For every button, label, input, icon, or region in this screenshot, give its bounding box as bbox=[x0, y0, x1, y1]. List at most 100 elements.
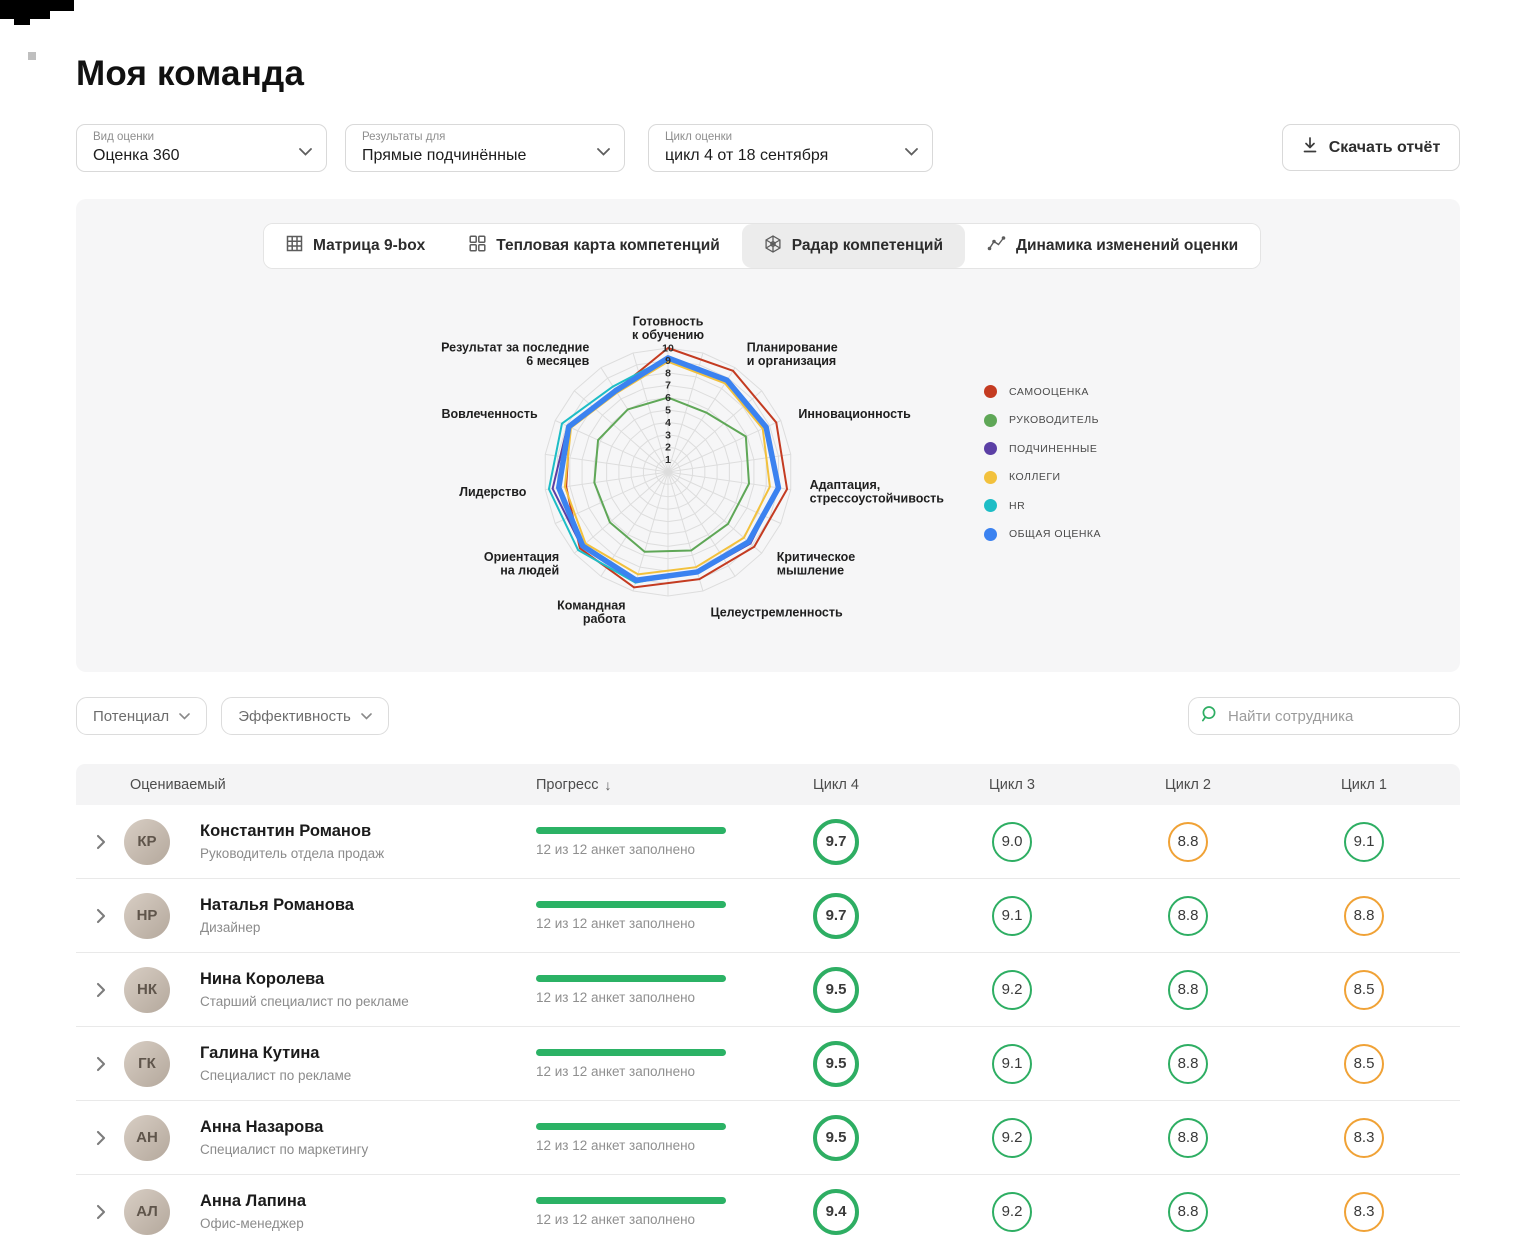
results-for-label: Результаты для bbox=[362, 131, 446, 143]
radar-axis-label: Лидерство bbox=[459, 485, 527, 499]
table-row: АН Анна Назарова Специалист по маркетинг… bbox=[76, 1101, 1460, 1175]
sort-desc-icon[interactable]: ↓ bbox=[604, 776, 612, 793]
radar-axis-label: Планирование и организация bbox=[747, 340, 838, 368]
employees-table: Оцениваемый Прогресс ↓ Цикл 4 Цикл 3 Цик… bbox=[76, 764, 1460, 1242]
cycle-score-badge: 8.8 bbox=[1168, 1117, 1208, 1158]
cycle-score-badge: 8.3 bbox=[1344, 1117, 1384, 1158]
radar-axis-label: Адаптация, стрессоустойчивость bbox=[810, 478, 945, 506]
cycle-score-badge: 9.7 bbox=[813, 892, 859, 939]
employee-name: Анна Лапина bbox=[200, 1192, 307, 1210]
table-row: КР Константин Романов Руководитель отдел… bbox=[76, 805, 1460, 879]
legend-item: РУКОВОДИТЕЛЬ bbox=[984, 413, 1101, 427]
efficiency-filter-button[interactable]: Эффективность bbox=[221, 697, 389, 735]
tab-matrix-9box[interactable]: Матрица 9-box bbox=[264, 224, 448, 268]
progress-bar bbox=[536, 1196, 726, 1204]
heatmap-icon bbox=[469, 235, 486, 257]
cycle-score-badge: 9.1 bbox=[1344, 821, 1384, 862]
expand-row-button[interactable] bbox=[90, 1204, 124, 1220]
results-for-value: Прямые подчинённые bbox=[362, 147, 527, 164]
assessment-type-select[interactable]: Вид оценки Оценка 360 bbox=[76, 124, 327, 172]
radar-axis-label: Результат за последние 6 месяцев bbox=[441, 340, 589, 368]
results-for-select[interactable]: Результаты для Прямые подчинённые bbox=[345, 124, 625, 172]
employee-role: Руководитель отдела продаж bbox=[200, 846, 385, 861]
cycle-score-badge: 8.3 bbox=[1344, 1191, 1384, 1232]
progress-bar bbox=[536, 1048, 726, 1056]
radar-axis-label: Целеустремленность bbox=[710, 605, 843, 619]
download-report-label: Скачать отчёт bbox=[1328, 138, 1441, 156]
expand-row-button[interactable] bbox=[90, 834, 124, 850]
legend-dot-icon bbox=[984, 470, 997, 484]
radar-tick-label: 9 bbox=[665, 355, 671, 367]
tab-label: Тепловая карта компетенций bbox=[496, 237, 720, 254]
avatar: АН bbox=[124, 1114, 170, 1161]
cycle-score-badge: 9.5 bbox=[813, 1114, 859, 1161]
expand-row-button[interactable] bbox=[90, 982, 124, 998]
cycle-score-badge: 8.8 bbox=[1168, 969, 1208, 1010]
chevron-right-icon bbox=[96, 1056, 106, 1071]
cycle-score-badge: 9.1 bbox=[992, 1043, 1032, 1084]
employee-name: Наталья Романова bbox=[200, 896, 354, 914]
employee-name: Анна Назарова bbox=[200, 1118, 324, 1136]
grid-icon bbox=[286, 235, 303, 257]
progress-bar bbox=[536, 974, 726, 982]
employee-search[interactable] bbox=[1188, 697, 1460, 735]
legend-dot-icon bbox=[984, 385, 997, 398]
employee-role: Специалист по рекламе bbox=[200, 1068, 352, 1083]
cycle-select[interactable]: Цикл оценки цикл 4 от 18 сентября bbox=[648, 124, 933, 172]
chevron-down-icon bbox=[360, 712, 372, 720]
table-toolbar: Потенциал Эффективность bbox=[76, 697, 1460, 735]
download-report-button[interactable]: Скачать отчёт bbox=[1282, 124, 1460, 171]
radar-tick-label: 4 bbox=[665, 417, 671, 429]
cycle-score-badge: 9.5 bbox=[813, 966, 859, 1013]
chart-panel: 1 2 3 4 5 6 7 8 9 10 Готовность к обучению Планирова… bbox=[76, 199, 1460, 672]
avatar: ГК bbox=[124, 1040, 170, 1087]
chevron-right-icon bbox=[96, 834, 106, 849]
legend-item: КОЛЛЕГИ bbox=[984, 470, 1101, 484]
cycle-score-badge: 9.0 bbox=[992, 821, 1032, 862]
radar-series bbox=[593, 396, 751, 553]
legend-dot-icon bbox=[984, 527, 997, 541]
trend-icon bbox=[987, 236, 1006, 256]
radar-tick-label: 6 bbox=[665, 392, 671, 404]
expand-row-button[interactable] bbox=[90, 1056, 124, 1072]
chevron-right-icon bbox=[96, 908, 106, 923]
radar-axis-label: Вовлеченность bbox=[442, 407, 538, 421]
radar-series bbox=[556, 355, 782, 584]
radar-tick-label: 2 bbox=[665, 442, 671, 454]
expand-row-button[interactable] bbox=[90, 1130, 124, 1146]
legend-item: ОБЩАЯ ОЦЕНКА bbox=[984, 527, 1101, 541]
progress-bar bbox=[536, 1122, 726, 1130]
legend-label: КОЛЛЕГИ bbox=[1009, 471, 1061, 483]
cycle-score-badge: 9.7 bbox=[813, 818, 859, 865]
radar-axis-label: Командная работа bbox=[557, 599, 626, 627]
cycle-score-badge: 9.4 bbox=[813, 1188, 859, 1235]
cycle-label: Цикл оценки bbox=[665, 131, 733, 143]
radar-axis-label: Инновационность bbox=[798, 407, 911, 421]
employee-role: Дизайнер bbox=[200, 920, 261, 935]
column-progress[interactable]: Прогресс ↓ bbox=[536, 776, 612, 793]
avatar: КР bbox=[124, 818, 170, 865]
legend-dot-icon bbox=[984, 413, 997, 427]
page-title: Моя команда bbox=[76, 54, 305, 93]
radar-axis-label: Ориентация на людей bbox=[484, 550, 559, 578]
search-icon bbox=[1201, 705, 1219, 728]
potential-filter-button[interactable]: Потенциал bbox=[76, 697, 208, 735]
progress-label: 12 из 12 анкет заполнено bbox=[536, 1137, 696, 1153]
expand-row-button[interactable] bbox=[90, 908, 124, 924]
legend-label: ПОДЧИНЕННЫЕ bbox=[1009, 442, 1098, 455]
search-input[interactable] bbox=[1228, 707, 1447, 725]
table-row: НК Нина Королева Старший специалист по р… bbox=[76, 953, 1460, 1027]
download-icon bbox=[1302, 136, 1318, 159]
avatar: АЛ bbox=[124, 1188, 170, 1235]
employee-name: Галина Кутина bbox=[200, 1044, 320, 1062]
cycle-score-badge: 8.8 bbox=[1168, 1191, 1208, 1232]
cycle-score-badge: 9.2 bbox=[992, 1117, 1032, 1158]
tab-dynamics[interactable]: Динамика изменений оценки bbox=[964, 224, 1261, 268]
column-cycle2: Цикл 2 bbox=[1165, 776, 1211, 793]
competency-radar-chart: 1 2 3 4 5 6 7 8 9 10 Готовность к обучению Планирова… bbox=[76, 199, 1460, 672]
chart-legend: САМООЦЕНКА РУКОВОДИТЕЛЬ ПОДЧИНЕННЫЕ КОЛЛЕГИ… bbox=[984, 385, 1101, 541]
tab-heatmap[interactable]: Тепловая карта компетенций bbox=[447, 224, 742, 268]
employee-role: Специалист по маркетингу bbox=[200, 1142, 369, 1157]
chevron-down-icon bbox=[179, 712, 190, 720]
tab-radar[interactable]: Радар компетенций bbox=[741, 224, 965, 268]
